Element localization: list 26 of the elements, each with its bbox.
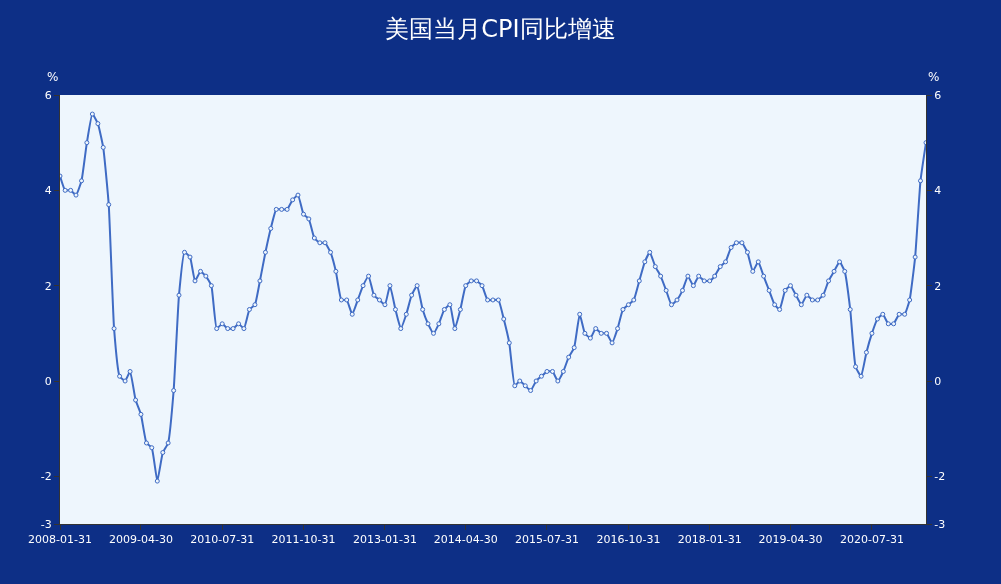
y2-tick-label: 6 [934, 88, 942, 102]
y-tick-label: -2 [40, 470, 52, 484]
y-tick-label: 6 [44, 88, 52, 102]
x-tick-label: 2014-04-30 [433, 533, 498, 547]
x-tick-label: 2019-04-30 [758, 533, 823, 547]
y2-axis-title: % [928, 70, 940, 84]
x-tick-label: 2020-07-31 [839, 533, 904, 547]
y2-tick-label: -3 [934, 517, 946, 531]
x-tick-label: 2009-04-30 [108, 533, 173, 547]
x-tick-label: 2011-10-31 [271, 533, 336, 547]
y2-tick-label: 0 [934, 374, 942, 388]
x-tick-label: 2016-10-31 [596, 533, 661, 547]
x-tick-label: 2015-07-31 [515, 533, 579, 547]
chart-title: 美国当月CPI同比增速 [385, 15, 616, 44]
y-tick-label: -3 [40, 517, 52, 531]
y-tick-label: 4 [44, 184, 52, 198]
x-tick-label: 2018-01-31 [677, 533, 742, 547]
y-tick-label: 0 [44, 374, 52, 388]
y-tick-label: 2 [44, 279, 52, 293]
y2-tick-label: -2 [934, 470, 946, 484]
x-tick-label: 2008-01-31 [28, 533, 92, 547]
y2-tick-label: 2 [934, 279, 942, 293]
y-axis-title: % [47, 70, 59, 84]
x-tick-label: 2013-01-31 [352, 533, 417, 547]
y2-tick-label: 4 [934, 184, 942, 198]
x-tick-label: 2010-07-31 [190, 533, 255, 547]
